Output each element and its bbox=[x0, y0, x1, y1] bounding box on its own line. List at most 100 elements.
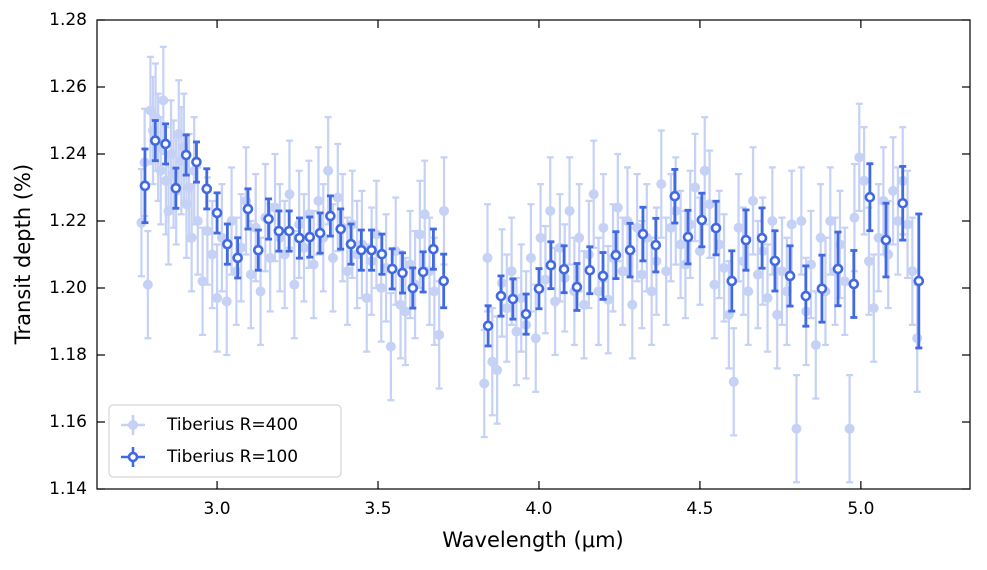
marker bbox=[142, 279, 153, 290]
marker bbox=[361, 293, 372, 304]
marker bbox=[791, 423, 802, 434]
marker bbox=[815, 232, 826, 243]
marker bbox=[772, 309, 783, 320]
legend-marker bbox=[121, 447, 145, 467]
marker bbox=[482, 320, 494, 332]
legend-box bbox=[108, 404, 342, 478]
y-tick-label: 1.28 bbox=[49, 10, 87, 30]
marker bbox=[593, 286, 604, 297]
marker bbox=[844, 423, 855, 434]
x-tick-label: 4.5 bbox=[686, 499, 713, 519]
marker bbox=[584, 264, 596, 276]
marker bbox=[507, 293, 519, 305]
marker bbox=[710, 222, 722, 234]
marker bbox=[211, 207, 223, 219]
marker bbox=[743, 286, 754, 297]
marker bbox=[304, 231, 316, 243]
marker bbox=[173, 128, 184, 139]
marker bbox=[371, 229, 382, 240]
marker bbox=[419, 209, 430, 220]
x-tick-label: 3.5 bbox=[364, 499, 391, 519]
marker bbox=[386, 263, 398, 275]
marker bbox=[650, 239, 662, 251]
marker bbox=[160, 175, 171, 186]
marker bbox=[395, 299, 406, 310]
marker bbox=[255, 286, 266, 297]
marker bbox=[181, 199, 192, 210]
y-tick-label: 1.24 bbox=[49, 144, 87, 164]
marker bbox=[624, 244, 636, 256]
marker bbox=[439, 205, 450, 216]
marker bbox=[163, 205, 174, 216]
marker bbox=[184, 182, 195, 193]
marker bbox=[289, 279, 300, 290]
marker bbox=[696, 214, 708, 226]
marker bbox=[669, 190, 681, 202]
legend-label: Tiberius R=400 bbox=[166, 415, 298, 435]
marker bbox=[646, 286, 657, 297]
marker bbox=[597, 270, 609, 282]
marker bbox=[733, 222, 744, 233]
marker bbox=[907, 266, 918, 277]
marker bbox=[550, 296, 561, 307]
marker bbox=[298, 242, 309, 253]
marker bbox=[656, 179, 667, 190]
marker bbox=[495, 290, 507, 302]
marker bbox=[325, 210, 336, 222]
marker bbox=[682, 231, 694, 243]
marker bbox=[525, 252, 536, 263]
x-axis-label: Wavelength (μm) bbox=[442, 528, 623, 552]
marker bbox=[610, 249, 622, 261]
marker bbox=[222, 238, 233, 250]
marker bbox=[191, 156, 202, 168]
marker bbox=[252, 244, 264, 256]
marker bbox=[535, 232, 546, 243]
marker bbox=[202, 226, 213, 237]
marker bbox=[784, 270, 796, 282]
marker bbox=[912, 333, 923, 344]
plot-frame bbox=[96, 19, 971, 490]
marker bbox=[520, 308, 532, 320]
marker bbox=[880, 234, 892, 246]
marker bbox=[186, 232, 197, 243]
marker bbox=[376, 283, 387, 293]
legend-label: Tiberius R=100 bbox=[166, 447, 298, 467]
x-tick-label: 3.0 bbox=[204, 499, 231, 519]
marker bbox=[675, 239, 686, 250]
marker bbox=[197, 276, 208, 287]
marker bbox=[636, 269, 647, 280]
marker bbox=[612, 202, 623, 213]
marker bbox=[892, 216, 903, 226]
marker bbox=[294, 232, 305, 244]
marker bbox=[902, 219, 913, 230]
marker bbox=[859, 175, 870, 186]
marker bbox=[839, 276, 850, 287]
marker bbox=[139, 180, 151, 192]
marker bbox=[728, 376, 739, 387]
marker bbox=[756, 232, 768, 244]
marker bbox=[332, 192, 343, 203]
marker bbox=[574, 232, 585, 243]
marker bbox=[796, 216, 807, 226]
y-tick-label: 1.16 bbox=[49, 412, 87, 432]
marker bbox=[170, 182, 182, 194]
y-tick-label: 1.26 bbox=[49, 77, 87, 97]
y-tick-label: 1.22 bbox=[49, 211, 87, 231]
marker bbox=[752, 269, 763, 280]
y-tick-label: 1.14 bbox=[49, 479, 87, 499]
legend: Tiberius R=400 Tiberius R=100 bbox=[108, 404, 342, 478]
marker bbox=[158, 95, 169, 106]
legend-dot bbox=[127, 451, 139, 463]
marker bbox=[417, 266, 429, 278]
marker bbox=[160, 138, 171, 150]
marker bbox=[428, 243, 439, 255]
marker bbox=[704, 199, 715, 210]
marker bbox=[740, 234, 752, 246]
marker bbox=[617, 266, 628, 277]
marker bbox=[603, 294, 614, 305]
marker bbox=[800, 290, 812, 302]
marker bbox=[201, 183, 213, 195]
marker bbox=[545, 205, 556, 216]
marker bbox=[767, 216, 778, 226]
marker bbox=[588, 189, 599, 200]
